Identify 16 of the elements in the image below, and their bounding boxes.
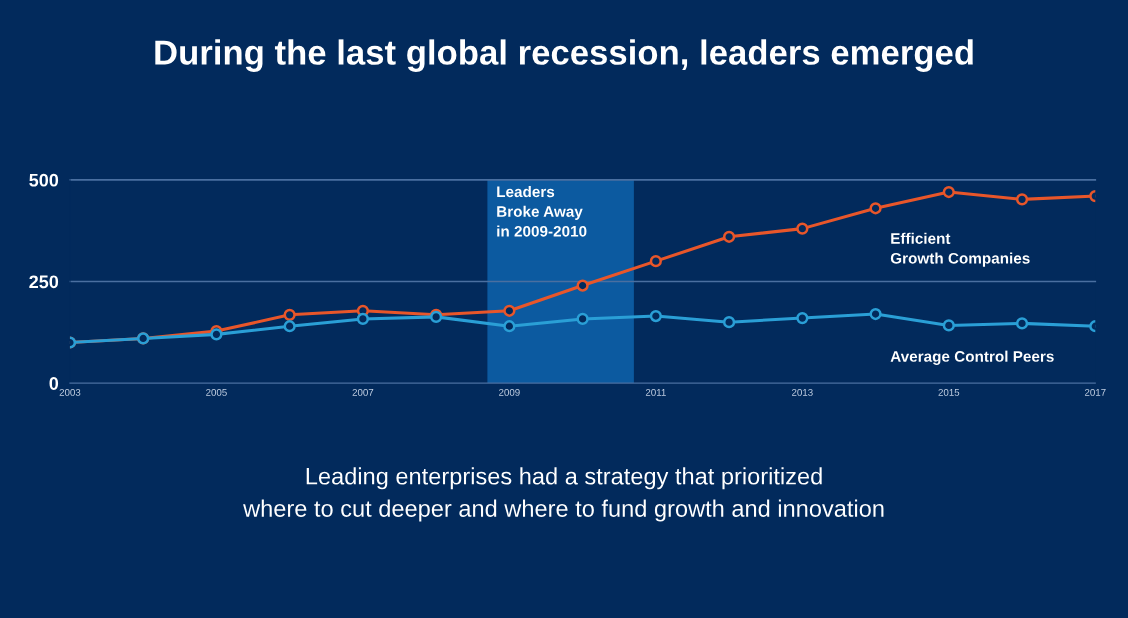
x-tick-label: 2009 bbox=[499, 388, 520, 396]
x-tick-label: 2017 bbox=[1084, 388, 1106, 396]
chart-title: During the last global recession, leaders emerged bbox=[155, 39, 973, 72]
x-tick-label: 2011 bbox=[645, 388, 666, 396]
y-tick-label: 0 bbox=[49, 377, 59, 390]
x-tick-label: 2007 bbox=[352, 388, 374, 396]
series-label: Efficient Growth Companies bbox=[890, 232, 1030, 267]
text: Leading enterprises had a strategy that prioritized where to cut deeper and where to fund growth and innovation bbox=[243, 467, 884, 522]
series-label: Average Control Peers bbox=[890, 350, 1054, 365]
x-tick-label: 2013 bbox=[792, 388, 813, 396]
y-tick-label: 500 bbox=[29, 173, 59, 187]
band-label: Leaders Broke Away in 2009-2010 bbox=[497, 185, 587, 237]
x-tick-label: 2015 bbox=[938, 388, 960, 396]
x-tick-label: 2003 bbox=[59, 388, 81, 396]
x-tick-label: 2005 bbox=[206, 388, 227, 396]
y-tick-label: 250 bbox=[29, 275, 59, 289]
